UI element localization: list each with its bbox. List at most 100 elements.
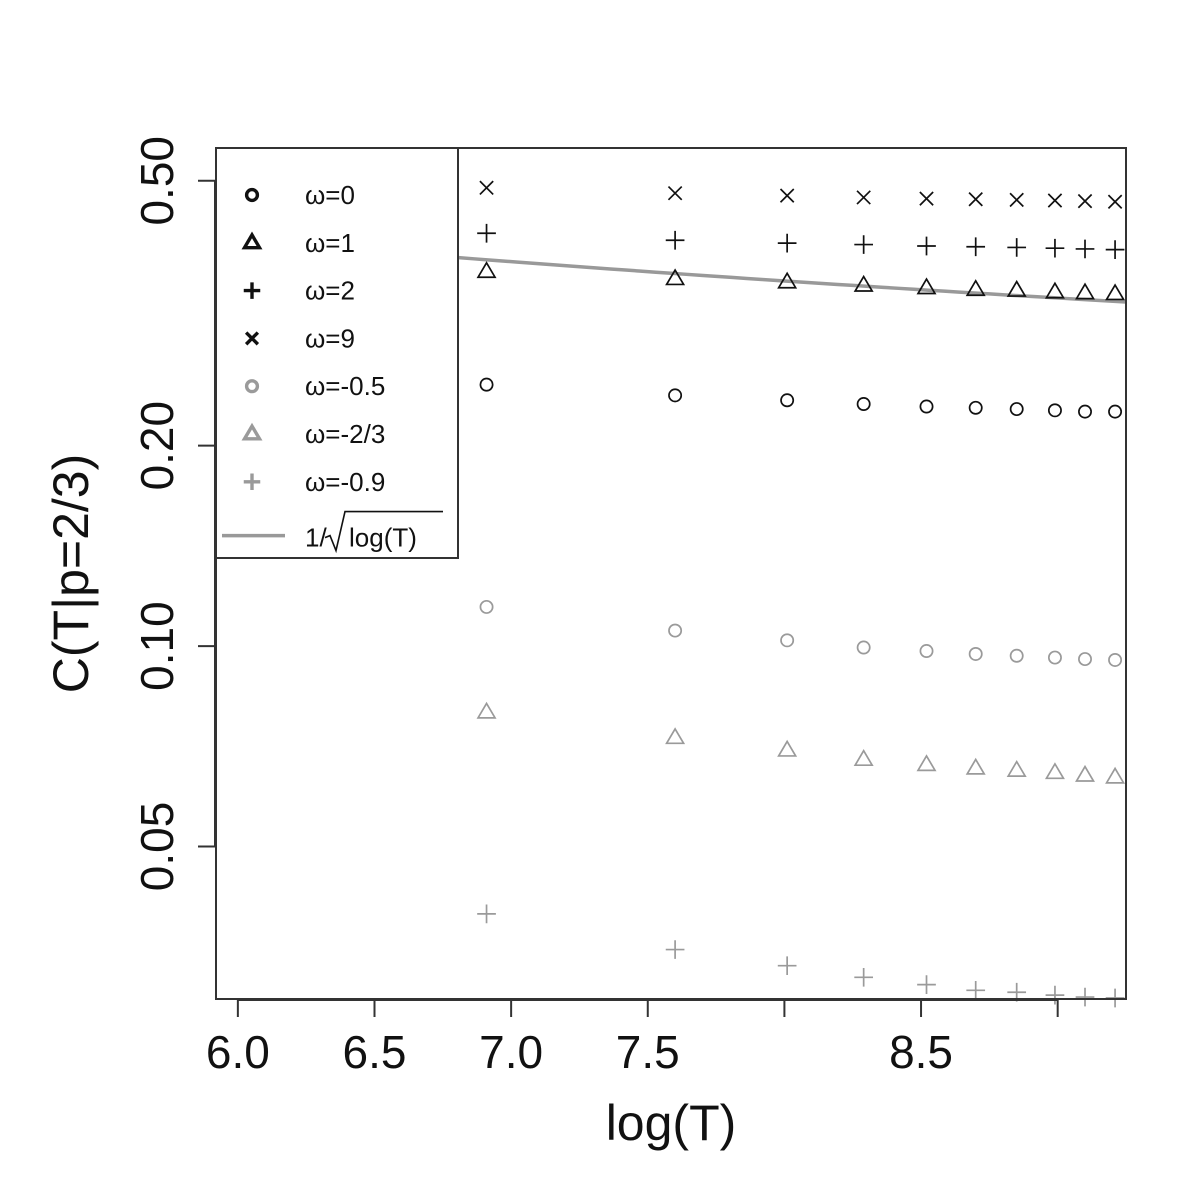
data-point — [854, 235, 874, 254]
data-point — [916, 754, 937, 772]
data-point — [965, 279, 986, 297]
data-point — [1044, 762, 1065, 780]
data-point — [1108, 404, 1123, 419]
y-tick-label: 0.10 — [131, 601, 183, 691]
radical-sign — [324, 510, 443, 554]
data-point — [856, 640, 871, 655]
x-axis-title: log(T) — [606, 1095, 737, 1151]
data-point — [477, 223, 496, 243]
data-point — [1077, 193, 1093, 209]
data-point — [966, 237, 986, 257]
data-point — [479, 180, 494, 196]
legend-label: ω=1 — [305, 228, 355, 258]
data-point — [916, 277, 937, 295]
legend-symbol — [244, 379, 260, 394]
data-point — [853, 274, 874, 292]
x-tick-label: 7.0 — [479, 1026, 543, 1078]
data-point — [777, 739, 798, 757]
legend-symbol — [244, 187, 260, 203]
x-tick-label: 7.5 — [616, 1026, 680, 1078]
data-point — [1108, 653, 1123, 667]
data-point — [1075, 764, 1095, 782]
data-point — [777, 956, 797, 976]
x-tick-label: 6.0 — [206, 1026, 270, 1078]
legend-symbol — [244, 331, 260, 346]
data-point — [476, 261, 497, 279]
legend: ω=0 ω=1 ω=2 ω=9 ω=-0.5 ω=-2/3 ω=-0.9 1/log(T) — [215, 147, 459, 559]
y-tick-label: 0.05 — [131, 802, 183, 892]
series-6 — [477, 904, 1125, 1008]
y-axis-title: C(T|p=2/3) — [43, 454, 99, 693]
data-point — [1105, 766, 1126, 784]
data-point — [1009, 402, 1024, 417]
legend-label: ω=-0.9 — [305, 467, 385, 497]
y-tick-label: 0.20 — [131, 401, 183, 491]
data-point — [966, 980, 986, 1000]
data-point — [965, 757, 986, 775]
data-point — [917, 236, 936, 256]
data-point — [968, 647, 983, 661]
data-point — [1047, 650, 1062, 665]
data-point — [1047, 193, 1063, 208]
legend-symbol — [241, 231, 263, 250]
data-points-layer — [476, 180, 1126, 1008]
data-point — [780, 393, 795, 408]
legend-symbol — [241, 422, 263, 441]
data-point — [919, 191, 934, 206]
legend-label: ω=2 — [305, 276, 355, 306]
data-point — [853, 749, 874, 767]
data-point — [968, 400, 983, 415]
data-point — [1009, 648, 1024, 663]
legend-label: ω=9 — [305, 323, 355, 353]
data-point — [1045, 985, 1065, 1005]
legend-label-prefix: 1/ — [305, 523, 327, 553]
legend-label: ω=-0.5 — [305, 371, 385, 401]
data-point — [479, 377, 494, 392]
series-3 — [479, 180, 1123, 209]
data-point — [777, 233, 797, 253]
data-point — [665, 940, 685, 959]
data-point — [476, 701, 497, 719]
data-point — [1075, 282, 1095, 300]
legend-symbol — [243, 282, 261, 299]
data-point — [856, 397, 871, 411]
data-point — [665, 230, 685, 250]
data-point — [477, 904, 496, 924]
data-point — [779, 188, 795, 203]
legend-label-radicand: log(T) — [349, 523, 417, 553]
series-4 — [479, 599, 1123, 667]
data-point — [1078, 652, 1092, 667]
data-point — [968, 192, 983, 207]
data-point — [479, 599, 494, 614]
data-point — [856, 190, 871, 205]
legend-box — [215, 147, 459, 559]
data-point — [667, 185, 683, 201]
series-2 — [477, 223, 1125, 259]
data-point — [1044, 281, 1065, 299]
data-point — [919, 644, 934, 658]
data-point — [1045, 238, 1065, 258]
legend-label: ω=-2/3 — [305, 419, 385, 449]
data-point — [1107, 194, 1123, 209]
data-point — [1007, 238, 1027, 257]
data-point — [668, 623, 683, 638]
data-point — [854, 967, 874, 987]
data-point — [668, 388, 683, 403]
data-point — [1075, 987, 1095, 1007]
data-point — [777, 271, 798, 289]
data-point — [1047, 403, 1062, 418]
data-point — [917, 975, 936, 995]
x-tick-label: 8.5 — [889, 1026, 953, 1078]
data-point — [1009, 192, 1024, 208]
data-point — [665, 727, 686, 745]
data-point — [1105, 240, 1125, 259]
series-0 — [479, 377, 1123, 419]
data-point — [1075, 239, 1095, 259]
data-point — [1006, 279, 1027, 297]
data-point — [780, 633, 795, 648]
x-tick-label: 6.5 — [343, 1026, 407, 1078]
data-point — [1006, 759, 1027, 777]
data-point — [665, 268, 686, 286]
legend-label: ω=0 — [305, 180, 355, 210]
